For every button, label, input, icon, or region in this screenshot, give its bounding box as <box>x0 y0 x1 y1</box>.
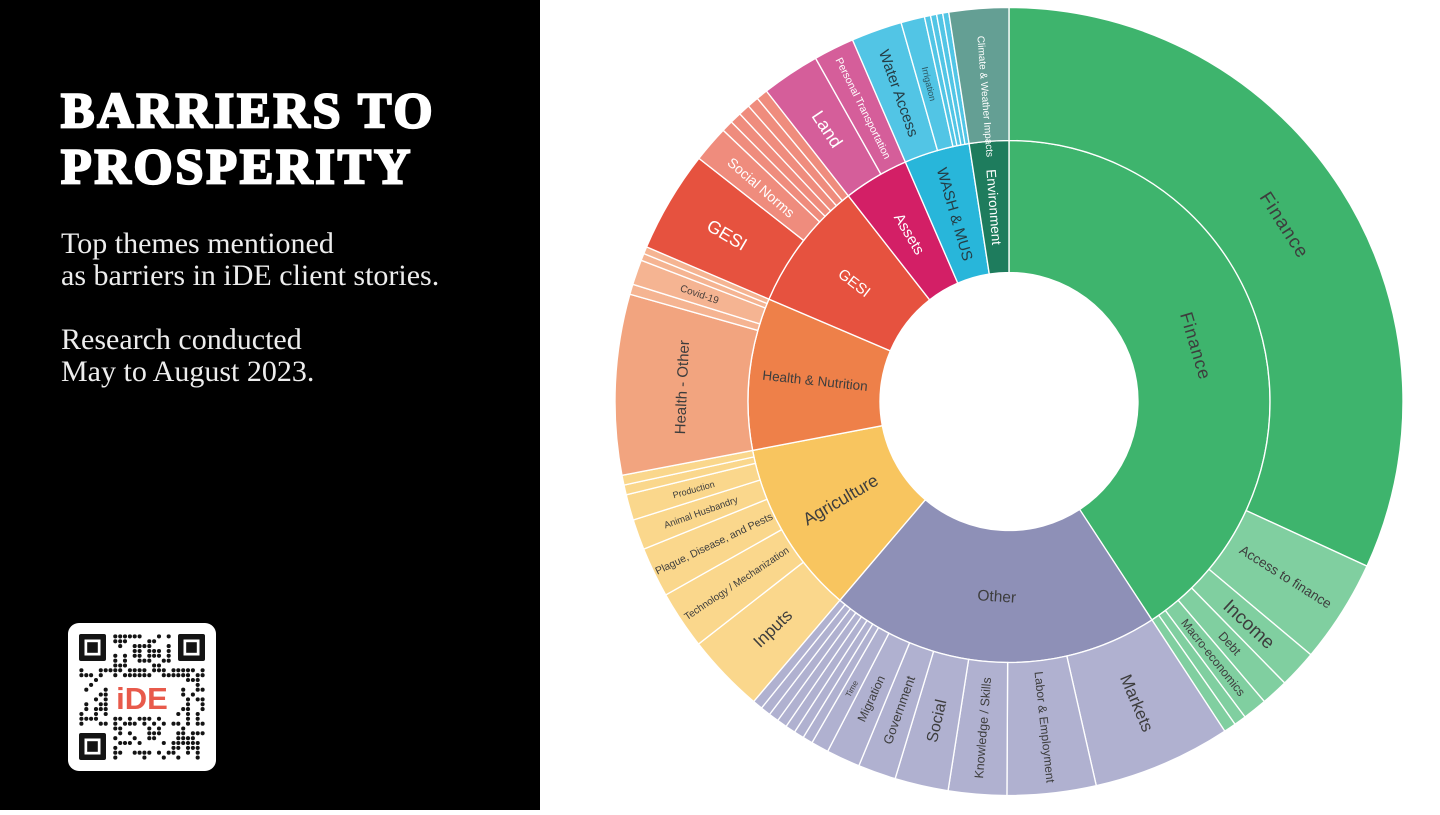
svg-text:Environment: Environment <box>983 169 1004 246</box>
svg-text:Health - Other: Health - Other <box>672 340 693 435</box>
svg-text:iDE: iDE <box>116 681 168 716</box>
svg-text:Other: Other <box>977 587 1017 606</box>
